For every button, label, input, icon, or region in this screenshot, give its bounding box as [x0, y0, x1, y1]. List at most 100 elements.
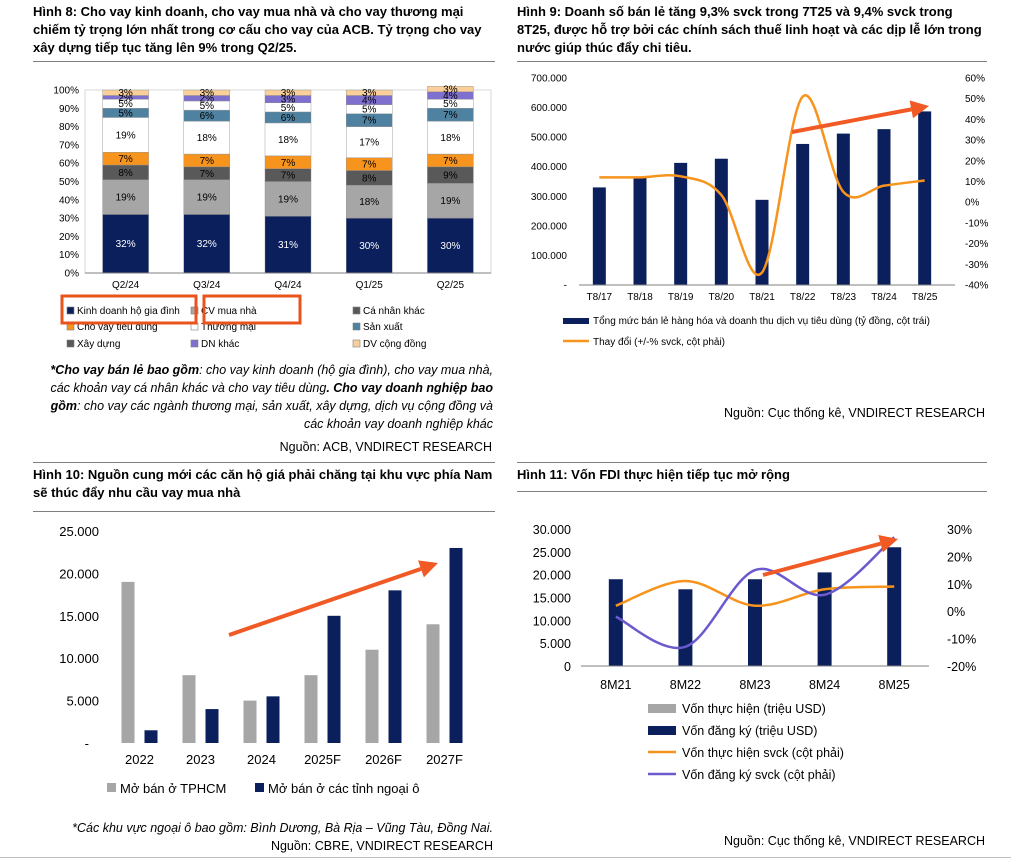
- fig8-bar-segment: [102, 214, 149, 274]
- fig10-source: Nguồn: CBRE, VNDIRECT RESEARCH: [270, 839, 493, 853]
- fig8-segment-label: 19%: [278, 194, 298, 205]
- fig9-yleft-tick: 500.000: [531, 133, 568, 144]
- fig8-segment-label: 19%: [440, 196, 460, 207]
- fig8-bar-segment: [427, 120, 474, 155]
- fig9-panel: Hình 9: Doanh số bán lẻ tăng 9,3% svck t…: [517, 3, 987, 57]
- fig8-legend-label: CV mua nhà: [201, 306, 257, 317]
- fig8-legend-label: Thương mại: [201, 322, 256, 333]
- fig11-yright-tick: 0%: [947, 605, 965, 619]
- fig9-xtick: T8/20: [709, 292, 735, 303]
- fig8-segment-label: 5%: [118, 108, 133, 119]
- fig8-bar-segment: [427, 86, 474, 93]
- fig8-bar-segment: [183, 214, 231, 274]
- fig8-legend-highlight: [60, 294, 198, 325]
- fig9-yleft-tick: 300.000: [531, 192, 568, 203]
- fig8-segment-label: 3%: [362, 88, 377, 99]
- fig8-segment-label: 2%: [200, 94, 215, 105]
- fig8-segment-label: 8%: [362, 173, 377, 184]
- fig10-bar: [182, 675, 196, 743]
- fig10-ytick: 15.000: [59, 609, 99, 624]
- fig8-xtick: Q2/25: [437, 280, 465, 291]
- fig8-segment-label: 5%: [200, 101, 215, 112]
- fig8-segment-label: 7%: [118, 154, 133, 165]
- fig10-ytick: 5.000: [66, 694, 99, 709]
- fig11-bar: [678, 589, 693, 666]
- fig8-bar-segment: [264, 89, 312, 96]
- fig8-segment-label: 3%: [200, 88, 215, 99]
- fig11-panel: Hình 11: Vốn FDI thực hiện tiếp tục mở r…: [517, 466, 987, 484]
- fig10-legend-label: Mở bán ở các tỉnh ngoại ô: [268, 781, 419, 796]
- fig11-legend-swatch: [648, 726, 676, 735]
- fig9-yright-tick: 0%: [965, 198, 980, 209]
- fig11-yright-tick: 20%: [947, 550, 972, 564]
- fig8-segment-label: 18%: [197, 133, 217, 144]
- fig11-legend-label: Vốn thực hiện (triệu USD): [682, 702, 826, 716]
- fig10-rule2: [33, 511, 495, 512]
- fig10-rule: [33, 462, 495, 463]
- fig8-segment-label: 19%: [116, 193, 136, 204]
- fig9-yoy-line: [599, 94, 925, 277]
- page-bottom-rule: [0, 857, 1011, 858]
- fig8-segment-label: 19%: [197, 193, 217, 204]
- fig9-bar: [633, 177, 647, 285]
- fig8-segment-label: 2%: [118, 93, 133, 104]
- fig8-note-text1: : cho vay kinh doanh (hộ gia đình), cho …: [50, 363, 493, 395]
- fig9-yright-tick: -10%: [965, 218, 988, 229]
- fig8-bar-segment: [264, 181, 312, 217]
- fig8-segment-label: 30%: [359, 241, 379, 252]
- fig8-legend-swatch: [352, 322, 361, 331]
- fig8-ytick: 70%: [59, 140, 79, 151]
- fig10-xtick: 2022: [125, 752, 154, 767]
- fig8-legend-swatch: [66, 339, 75, 348]
- fig8-segment-label: 32%: [197, 239, 217, 250]
- fig10-bar: [121, 581, 135, 743]
- fig10-ytick: -: [85, 736, 89, 751]
- fig11-yright-tick: -10%: [947, 633, 976, 647]
- fig9-yleft-tick: 600.000: [531, 103, 568, 114]
- fig8-ytick: 20%: [59, 232, 79, 243]
- fig9-yleft-tick: -: [564, 281, 567, 292]
- fig8-title: Hình 8: Cho vay kinh doanh, cho vay mua …: [33, 4, 482, 55]
- fig10-bar: [243, 700, 257, 743]
- fig8-segment-label: 3%: [118, 88, 133, 99]
- fig9-source: Nguồn: Cục thống kê, VNDIRECT RESEARCH: [724, 406, 985, 420]
- fig9-xtick: T8/23: [831, 292, 857, 303]
- fig8-panel: Hình 8: Cho vay kinh doanh, cho vay mua …: [33, 3, 495, 57]
- fig10-trend-arrow-head: [418, 560, 438, 578]
- fig8-segment-label: 17%: [359, 138, 379, 149]
- fig9-legend-label: Thay đổi (+/-% svck, cột phải): [593, 336, 725, 348]
- fig8-legend-label: Cho vay tiêu dùng: [77, 322, 158, 333]
- fig11-xtick: 8M24: [809, 678, 840, 692]
- fig8-legend-highlight: [202, 294, 302, 325]
- fig10-panel: Hình 10: Nguồn cung mới các căn hộ giá p…: [33, 466, 495, 502]
- fig11-legend-label: Vốn đăng ký (triệu USD): [682, 724, 817, 738]
- fig11-title: Hình 11: Vốn FDI thực hiện tiếp tục mở r…: [517, 467, 790, 482]
- fig9-legend-label: Tổng mức bán lẻ hàng hóa và doanh thu dị…: [593, 315, 930, 327]
- fig9-yright-tick: -20%: [965, 239, 988, 250]
- fig9-xtick: T8/18: [627, 292, 653, 303]
- fig8-xtick: Q3/24: [193, 280, 221, 291]
- fig9-bar: [796, 143, 810, 285]
- fig9-bar: [918, 111, 932, 285]
- fig10-bar: [144, 730, 158, 743]
- fig9-bar: [714, 158, 728, 285]
- fig8-segment-label: 9%: [443, 171, 458, 182]
- fig10-bar: [205, 709, 219, 743]
- fig8-bar-segment: [346, 126, 393, 158]
- fig8-segment-label: 18%: [440, 133, 460, 144]
- fig8-segment-label: 31%: [278, 240, 298, 251]
- fig10-note-text: *Các khu vực ngoại ô bao gồm: Bình Dương…: [72, 821, 493, 835]
- fig8-segment-label: 6%: [281, 113, 296, 124]
- fig8-segment-label: 30%: [440, 241, 460, 252]
- fig10-legend-label: Mở bán ở TPHCM: [120, 781, 226, 796]
- fig9-xtick: T8/21: [749, 292, 775, 303]
- fig9-xtick: T8/17: [587, 292, 613, 303]
- fig11-xtick: 8M21: [600, 678, 631, 692]
- fig9-yright-tick: 60%: [965, 74, 985, 85]
- fig8-segment-label: 5%: [118, 99, 133, 110]
- fig10-legend-swatch: [255, 783, 264, 792]
- fig10-trend-arrow-shaft: [228, 566, 422, 637]
- fig9-bar: [836, 133, 850, 285]
- fig11-yleft-tick: 20.000: [533, 569, 571, 583]
- fig8-segment-label: 7%: [443, 156, 458, 167]
